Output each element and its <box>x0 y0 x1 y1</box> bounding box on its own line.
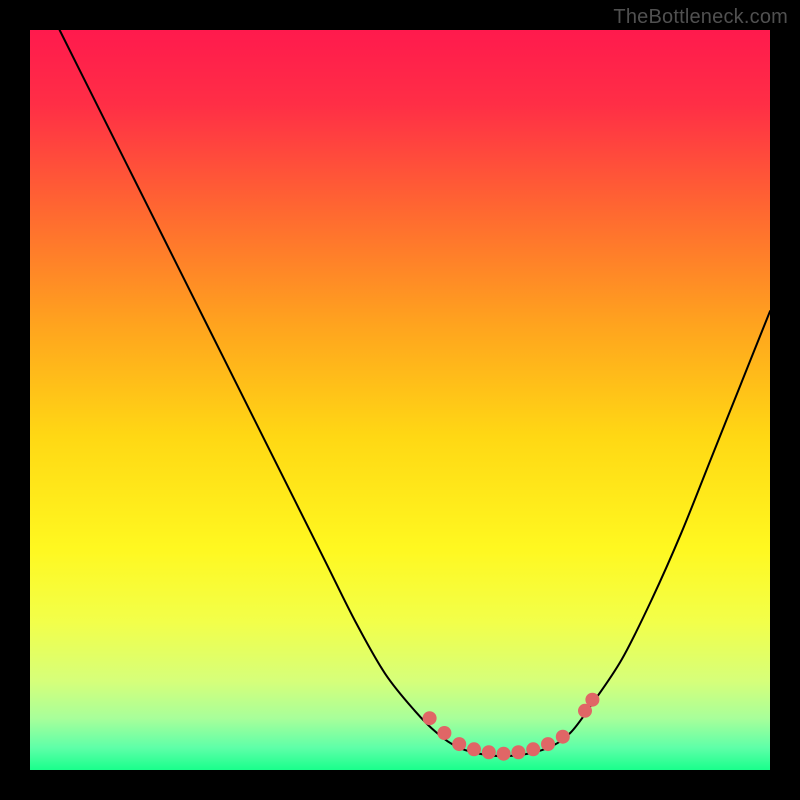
marker-dot <box>497 747 511 761</box>
marker-dot <box>541 737 555 751</box>
chart-plot-area <box>30 30 770 770</box>
marker-dot <box>511 745 525 759</box>
marker-dot <box>452 737 466 751</box>
marker-dot <box>423 711 437 725</box>
chart-svg <box>0 0 800 800</box>
marker-dot <box>556 730 570 744</box>
marker-dot <box>437 726 451 740</box>
chart-container: TheBottleneck.com <box>0 0 800 800</box>
marker-dot <box>585 693 599 707</box>
marker-dot <box>467 742 481 756</box>
marker-dot <box>526 742 540 756</box>
watermark-text: TheBottleneck.com <box>613 6 788 29</box>
marker-dot <box>482 745 496 759</box>
